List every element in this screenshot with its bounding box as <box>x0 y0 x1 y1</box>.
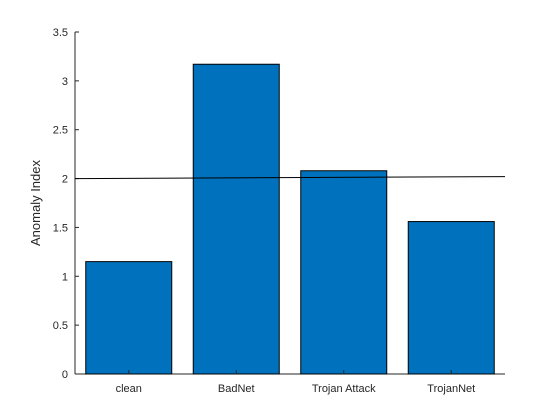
y-tick-label: 0.5 <box>53 320 68 332</box>
y-tick-label: 0 <box>62 369 68 381</box>
y-tick-label: 2 <box>62 174 68 186</box>
y-tick-label: 3.5 <box>53 27 68 39</box>
bars <box>85 63 495 375</box>
y-ticks: 0 0.5 1 1.5 2 2.5 3 3.5 <box>53 27 79 381</box>
y-tick-label: 3 <box>62 76 68 88</box>
y-tick-label: 1.5 <box>53 222 68 234</box>
bar-badnet <box>192 63 280 375</box>
x-tick-label: TrojanNet <box>427 383 475 395</box>
threshold-line <box>74 176 506 180</box>
x-tick-label: Trojan Attack <box>312 383 376 395</box>
y-tick-label: 2.5 <box>53 125 68 137</box>
bar-trojan-attack <box>300 170 388 375</box>
y-axis-label: Anomaly Index <box>28 160 43 246</box>
x-tick-label: BadNet <box>218 383 255 395</box>
bar-clean <box>85 261 173 375</box>
x-tick-label: clean <box>116 383 142 395</box>
x-tick-labels: clean BadNet Trojan Attack TrojanNet <box>116 370 475 395</box>
bar-trojannet <box>407 221 495 375</box>
y-tick-label: 1 <box>62 271 68 283</box>
